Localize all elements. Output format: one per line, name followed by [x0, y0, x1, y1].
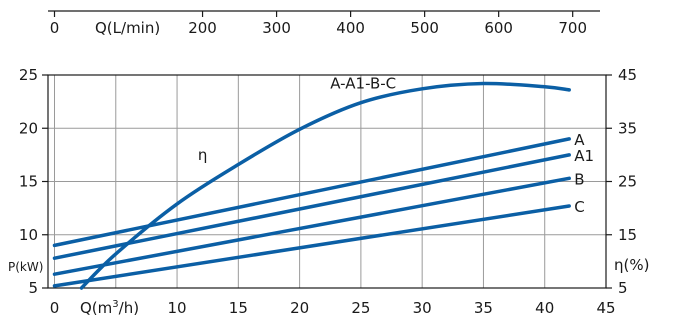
curves — [52, 81, 571, 290]
right-axis-ticks — [606, 74, 612, 289]
left-tick-label: 20 — [19, 119, 38, 137]
series-label-a1: A1 — [574, 147, 594, 165]
series-label-c: C — [574, 198, 584, 216]
top-tick-label: 400 — [336, 19, 365, 37]
bottom-tick-label: 30 — [413, 299, 432, 317]
right-tick-label: 15 — [618, 226, 637, 244]
annotation-a-a1-b-c: A-A1-B-C — [330, 75, 396, 93]
left-tick-label: 15 — [19, 173, 38, 191]
top-tick-label: 0 — [50, 19, 60, 37]
top-axis-labels: 0 200 300 400 500 600 700 — [50, 19, 587, 37]
bottom-tick-label: 40 — [535, 299, 554, 317]
bottom-tick-label: 0 — [50, 299, 60, 317]
bottom-tick-label: 15 — [229, 299, 248, 317]
bottom-tick-label: 20 — [290, 299, 309, 317]
curve-a — [52, 137, 571, 248]
bottom-axis-title-prefix: Q(m — [80, 299, 112, 317]
right-axis-labels: 5 15 25 35 45 — [618, 66, 637, 297]
bottom-tick-label: 25 — [351, 299, 370, 317]
left-tick-label: 10 — [19, 226, 38, 244]
bottom-axis-labels: 0 10 15 20 25 30 35 40 45 — [50, 299, 616, 317]
top-axis-title: Q(L/min) — [95, 19, 160, 37]
top-axis-ticks — [53, 11, 574, 17]
plot-grid — [48, 74, 607, 289]
bottom-tick-label: 45 — [596, 299, 615, 317]
series-label-a: A — [574, 131, 585, 149]
bottom-axis-title: Q(m3/h) — [80, 299, 139, 317]
top-tick-label: 200 — [188, 19, 217, 37]
left-axis-ticks — [42, 74, 48, 289]
left-tick-label: 5 — [28, 279, 38, 297]
right-tick-label: 25 — [618, 173, 637, 191]
top-tick-label: 700 — [558, 19, 587, 37]
curve-c — [52, 204, 571, 288]
left-axis-title: P(kW) — [8, 260, 43, 274]
curve-a1 — [52, 153, 571, 260]
annotation-eta: η — [198, 146, 208, 164]
right-tick-label: 5 — [618, 279, 628, 297]
left-axis-labels: 5 10 15 20 25 — [19, 66, 38, 297]
left-tick-label: 25 — [19, 66, 38, 84]
top-axis: 0 200 300 400 500 600 700 — [48, 10, 600, 37]
top-tick-label: 300 — [262, 19, 291, 37]
bottom-axis-title-sup: 3 — [112, 299, 118, 310]
bottom-tick-label: 35 — [474, 299, 493, 317]
bottom-tick-label: 10 — [168, 299, 187, 317]
right-axis-title: η(%) — [614, 256, 649, 274]
right-tick-label: 35 — [618, 119, 637, 137]
top-tick-label: 600 — [484, 19, 513, 37]
right-tick-label: 45 — [618, 66, 637, 84]
curve-eta — [79, 81, 571, 290]
curve-labels: AA1 BC A-A1-B-C η — [198, 75, 594, 216]
top-tick-label: 500 — [410, 19, 439, 37]
bottom-axis-title-suffix: /h) — [119, 299, 139, 317]
curve-b — [52, 176, 571, 276]
series-label-b: B — [574, 170, 584, 188]
